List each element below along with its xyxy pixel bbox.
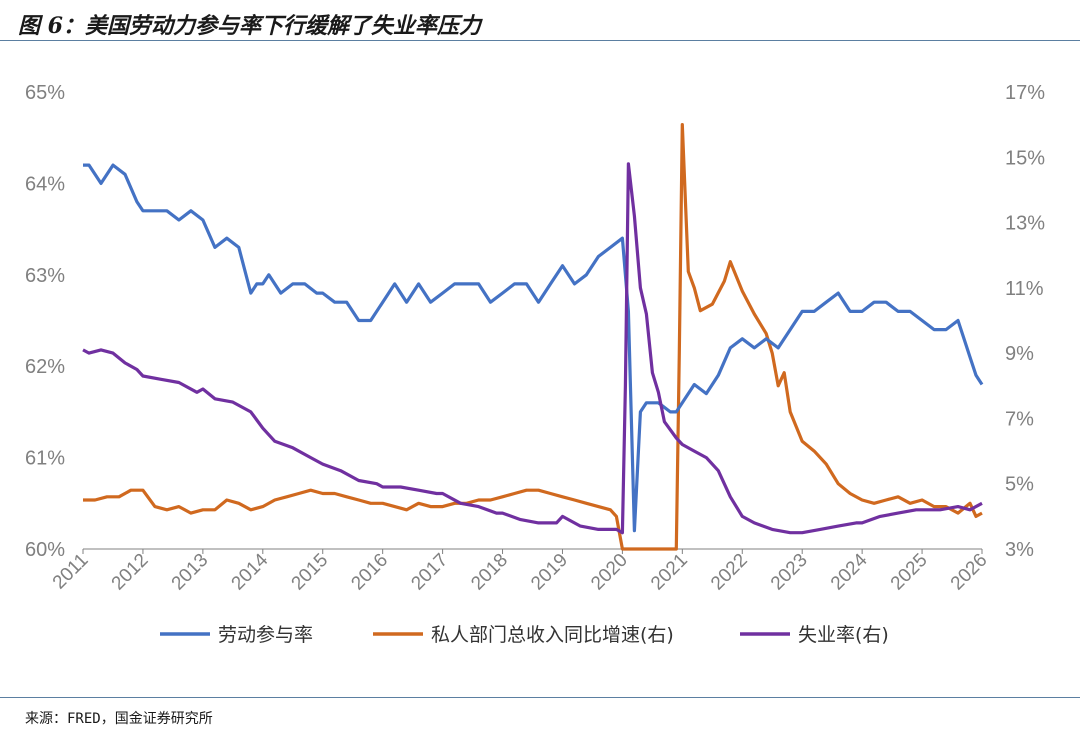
- x-tick-label: 2025: [887, 550, 932, 595]
- right-y-tick-label: 11%: [1005, 278, 1044, 300]
- left-y-tick-label: 65%: [25, 82, 65, 104]
- chart: 60% 61% 62% 63% 64% 65% 3% 5% 7% 9% 11% 13% 15% 17% 20…: [25, 82, 1045, 646]
- right-y-tick-label: 15%: [1005, 147, 1045, 169]
- x-tick-label: 2022: [707, 550, 752, 595]
- chart-legend: 劳动参与率 私人部门总收入同比增速(右) 失业率(右): [160, 624, 889, 646]
- x-tick-label: 2013: [168, 550, 213, 595]
- bottom-divider: [0, 697, 1080, 698]
- chart-lines: [82, 123, 984, 551]
- left-y-tick-label: 62%: [25, 356, 65, 378]
- legend-label: 失业率(右): [798, 624, 889, 646]
- legend-label: 劳动参与率: [218, 624, 313, 646]
- right-y-tick-label: 3%: [1005, 539, 1034, 561]
- right-y-tick-label: 7%: [1005, 408, 1034, 430]
- x-tick-label: 2026: [947, 550, 992, 595]
- wage-growth-line: [83, 123, 983, 551]
- left-y-tick-label: 60%: [25, 539, 65, 561]
- source-note: 来源：FRED，国金证券研究所: [25, 711, 213, 727]
- chart-axes: 60% 61% 62% 63% 64% 65% 3% 5% 7% 9% 11% 13% 15% 17% 20…: [25, 82, 1045, 594]
- x-tick-label: 2015: [288, 550, 333, 595]
- lfpr-line: [83, 163, 984, 533]
- x-tick-label: 2017: [407, 550, 452, 595]
- left-y-tick-label: 64%: [25, 173, 65, 195]
- right-y-tick-label: 17%: [1005, 82, 1045, 104]
- unemployment-line: [82, 162, 983, 535]
- x-tick-label: 2024: [827, 549, 872, 594]
- right-y-tick-label: 5%: [1005, 474, 1034, 496]
- x-tick-label: 2016: [347, 550, 392, 595]
- left-y-tick-label: 63%: [25, 265, 65, 287]
- x-tick-label: 2023: [767, 550, 812, 595]
- x-tick-label: 2018: [467, 550, 512, 595]
- right-y-tick-label: 9%: [1005, 343, 1034, 365]
- x-tick-label: 2021: [647, 550, 692, 595]
- top-divider: [0, 40, 1080, 41]
- legend-label: 私人部门总收入同比增速(右): [431, 624, 674, 646]
- x-tick-label: 2012: [108, 550, 153, 595]
- x-tick-label: 2019: [527, 550, 572, 595]
- x-tick-label: 2020: [587, 550, 632, 595]
- figure-title: 图 6：美国劳动力参与率下行缓解了失业率压力: [18, 13, 481, 39]
- left-y-tick-label: 61%: [25, 448, 65, 470]
- x-tick-label: 2014: [228, 549, 273, 594]
- right-y-tick-label: 13%: [1005, 213, 1045, 235]
